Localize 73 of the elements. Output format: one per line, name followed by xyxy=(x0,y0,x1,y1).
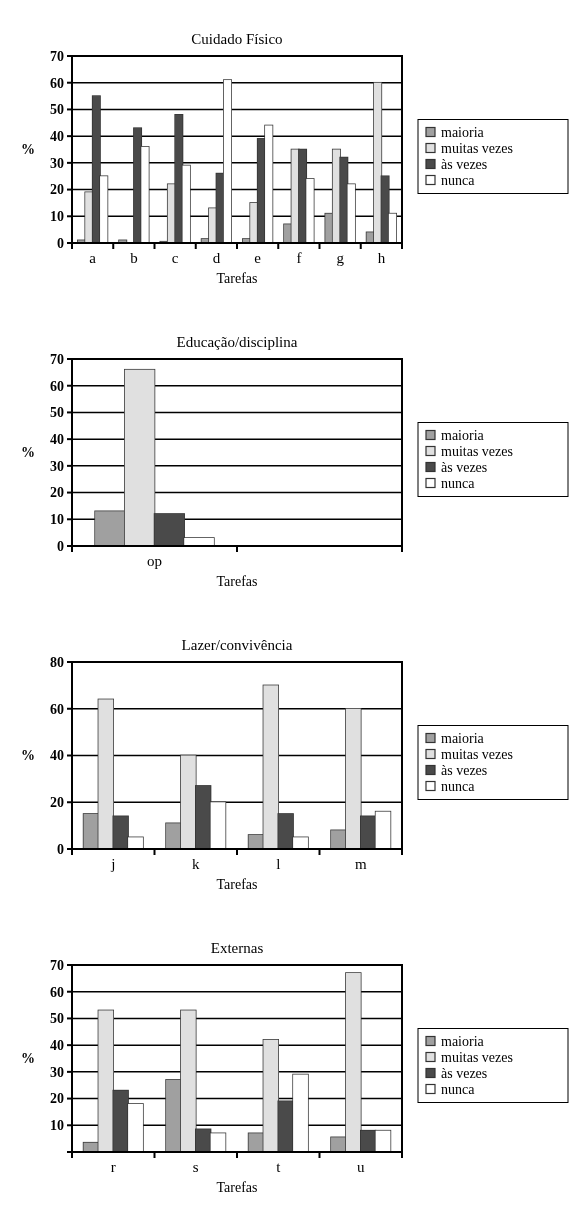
x-tick-label: d xyxy=(212,250,221,266)
legend-label: às vezes xyxy=(441,460,488,476)
legend-label: às vezes xyxy=(441,1066,488,1082)
chart-title: Lazer/convivência xyxy=(181,637,293,653)
y-axis-title: % xyxy=(21,748,35,764)
legend-label: maioria xyxy=(441,1034,485,1050)
x-tick-label: a xyxy=(89,250,97,266)
legend-label: nunca xyxy=(441,173,476,189)
x-tick-label: e xyxy=(254,250,262,266)
x-axis-title: Tarefas xyxy=(216,271,258,286)
y-tick-label: 0 xyxy=(57,841,64,857)
legend-label: nunca xyxy=(441,779,476,795)
y-tick-label: 50 xyxy=(50,1011,64,1027)
x-tick-label: u xyxy=(357,1159,365,1175)
legend-label: muitas vezes xyxy=(441,747,513,763)
y-tick-label: 40 xyxy=(50,432,64,448)
x-tick-label: r xyxy=(110,1159,116,1175)
y-tick-label: 40 xyxy=(50,748,64,764)
y-tick-label: 30 xyxy=(50,155,64,171)
legend-label: muitas vezes xyxy=(441,1050,513,1066)
y-tick-label: 40 xyxy=(50,129,64,145)
x-tick-label: h xyxy=(377,250,386,266)
y-tick-label: 10 xyxy=(50,1118,64,1134)
x-tick-label: b xyxy=(130,250,138,266)
y-axis-title: % xyxy=(21,1051,35,1067)
y-tick-label: 60 xyxy=(50,984,64,1000)
x-tick-label: k xyxy=(192,856,200,872)
x-tick-label: s xyxy=(192,1159,199,1175)
y-axis-title: % xyxy=(21,142,35,158)
y-tick-label: 30 xyxy=(50,1064,64,1080)
y-tick-label: 60 xyxy=(50,378,64,394)
y-tick-label: 0 xyxy=(57,538,64,554)
y-tick-label: 0 xyxy=(57,235,64,251)
y-tick-label: 70 xyxy=(50,48,64,64)
y-axis-title: % xyxy=(21,445,35,461)
y-tick-label: 40 xyxy=(50,1038,64,1054)
legend-label: muitas vezes xyxy=(441,141,513,157)
y-tick-label: 20 xyxy=(50,795,64,811)
y-tick-label: 10 xyxy=(50,512,64,528)
x-tick-label: j xyxy=(110,856,116,872)
chart-title: Cuidado Físico xyxy=(191,31,283,47)
x-tick-label: f xyxy=(296,250,302,266)
y-tick-label: 30 xyxy=(50,458,64,474)
x-tick-label: op xyxy=(147,553,162,569)
legend-label: às vezes xyxy=(441,763,488,779)
x-axis-title: Tarefas xyxy=(216,574,258,589)
y-tick-label: 60 xyxy=(50,75,64,91)
y-tick-label: 50 xyxy=(50,405,64,421)
legend-label: maioria xyxy=(441,125,485,141)
y-tick-label: 70 xyxy=(50,957,64,973)
legend-label: nunca xyxy=(441,1082,476,1098)
y-tick-label: 20 xyxy=(50,485,64,501)
x-tick-label: l xyxy=(276,856,281,872)
chart-title: Externas xyxy=(210,940,264,956)
y-tick-label: 70 xyxy=(50,351,64,367)
legend-label: muitas vezes xyxy=(441,444,513,460)
x-axis-title: Tarefas xyxy=(216,1180,258,1195)
y-tick-label: 80 xyxy=(50,654,64,670)
chart-title: Educação/disciplina xyxy=(176,334,298,350)
y-tick-label: 20 xyxy=(50,1091,64,1107)
y-tick-label: 10 xyxy=(50,209,64,225)
x-tick-label: c xyxy=(171,250,179,266)
x-tick-label: g xyxy=(336,250,345,266)
x-tick-label: m xyxy=(354,856,367,872)
y-tick-label: 50 xyxy=(50,102,64,118)
legend-label: maioria xyxy=(441,428,485,444)
y-tick-label: 20 xyxy=(50,182,64,198)
legend-label: maioria xyxy=(441,731,485,747)
legend-label: às vezes xyxy=(441,157,488,173)
y-tick-label: 60 xyxy=(50,701,64,717)
x-axis-title: Tarefas xyxy=(216,877,258,892)
x-tick-label: t xyxy=(276,1159,282,1175)
legend-label: nunca xyxy=(441,476,476,492)
